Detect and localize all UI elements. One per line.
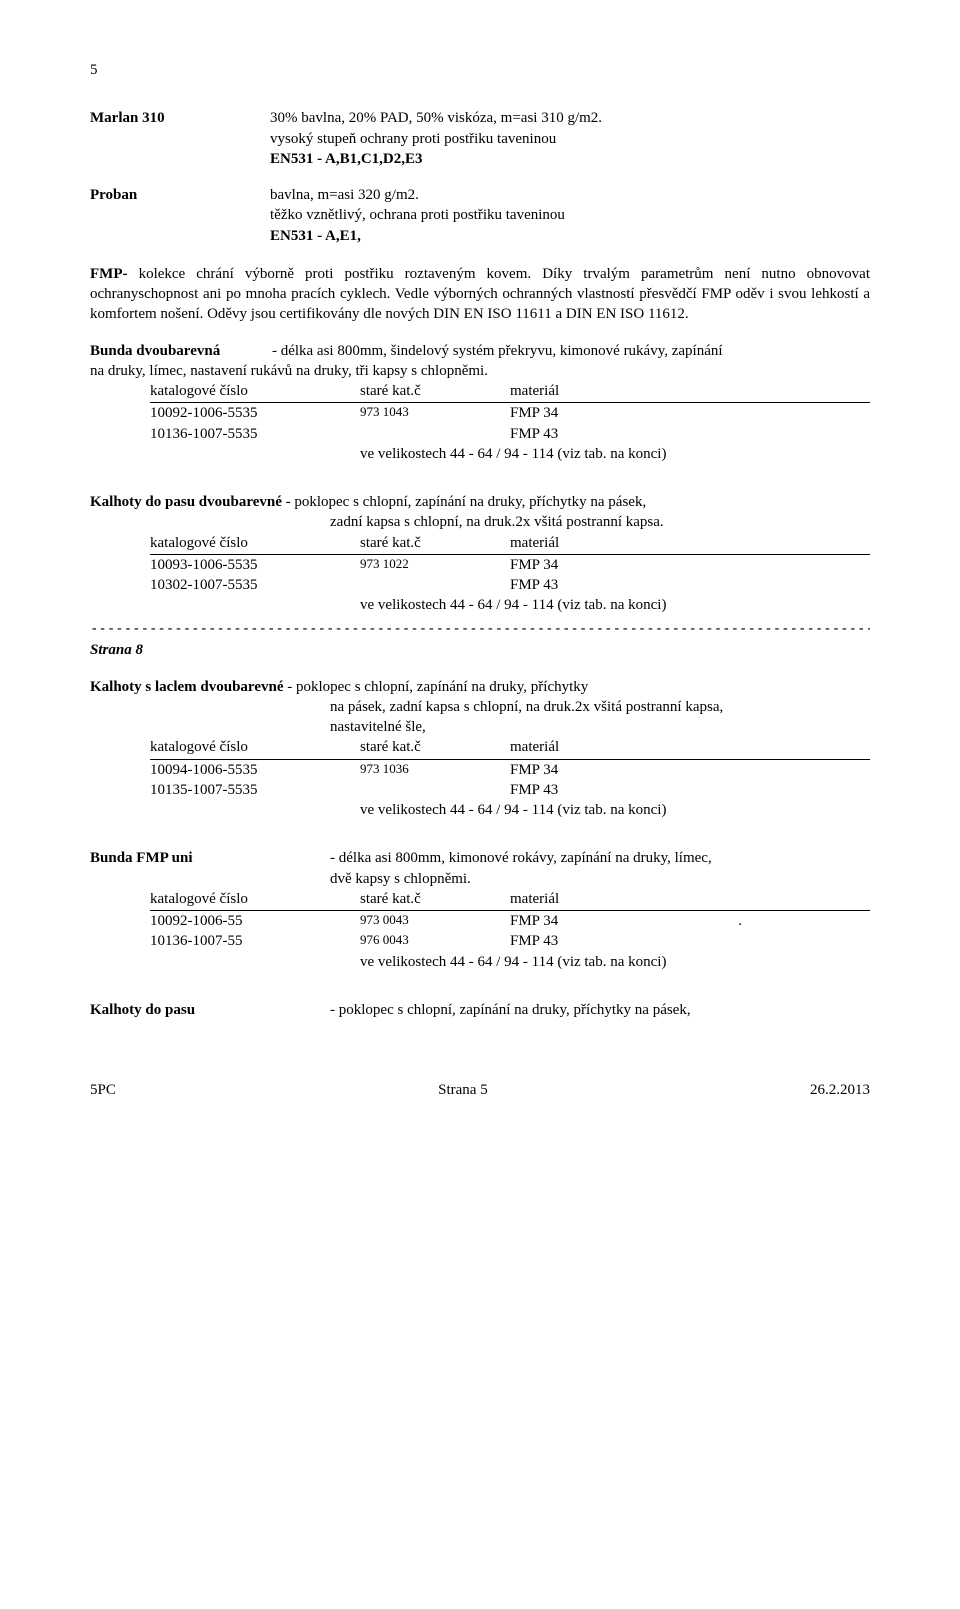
proban-label: Proban: [90, 185, 270, 205]
hdr-kat: katalogové číslo: [150, 737, 360, 757]
fmp-rest: kolekce chrání výborně proti postřiku ro…: [90, 266, 870, 323]
sec1-desc1: - délka asi 800mm, šindelový systém přek…: [272, 343, 723, 359]
sec3-desc2: na pásek, zadní kapsa s chlopní, na druk…: [330, 697, 870, 717]
size-note: ve velikostech 44 - 64 / 94 - 114 (viz t…: [360, 444, 666, 464]
page-number-top: 5: [90, 60, 870, 80]
cell: FMP 34: [510, 403, 870, 423]
hdr-kat: katalogové číslo: [150, 533, 360, 553]
table-row: 10136-1007-5535 FMP 43: [150, 424, 870, 444]
proban-en: EN531 - A,E1,: [270, 226, 870, 246]
fmp-lead: FMP-: [90, 266, 139, 282]
section-kalhoty-laclem: Kalhoty s laclem dvoubarevné - poklopec …: [90, 677, 870, 821]
material-marlan-row: Marlan 310 30% bavlna, 20% PAD, 50% visk…: [90, 108, 870, 169]
proban-desc1: bavlna, m=asi 320 g/m2.: [270, 185, 870, 205]
footer-center: Strana 5: [438, 1080, 488, 1100]
hdr-kat: katalogové číslo: [150, 889, 360, 909]
cell: 10094-1006-5535: [150, 760, 360, 780]
table-row: 10135-1007-5535 FMP 43: [150, 780, 870, 800]
cell: [360, 780, 510, 800]
marlan-en: EN531 - A,B1,C1,D2,E3: [270, 149, 870, 169]
cell: FMP 43: [510, 575, 870, 595]
cell: FMP 34.: [510, 911, 870, 931]
table-header: katalogové číslo staré kat.č materiál: [150, 533, 870, 555]
cell: [360, 424, 510, 444]
sec4-desc2: dvě kapsy s chlopněmi.: [330, 869, 870, 889]
marlan-label: Marlan 310: [90, 108, 270, 128]
table-row: 10092-1006-55 973 0043 FMP 34.: [150, 911, 870, 931]
table-row: 10093-1006-5535 973 1022 FMP 34: [150, 555, 870, 575]
sec2-desc2: zadní kapsa s chlopní, na druk.2x všitá …: [330, 512, 870, 532]
hdr-stare: staré kat.č: [360, 737, 510, 757]
cell: 10136-1007-5535: [150, 424, 360, 444]
sec4-title: Bunda FMP uni: [90, 848, 330, 868]
sec2-desc1: - poklopec s chlopní, zapínání na druky,…: [286, 494, 647, 510]
sec1-title: Bunda dvoubarevná: [90, 343, 220, 359]
cell: FMP 34: [510, 760, 870, 780]
fmp-paragraph: FMP- kolekce chrání výborně proti postři…: [90, 264, 870, 325]
sec1-desc2: na druky, límec, nastavení rukávů na dru…: [90, 361, 870, 381]
marlan-desc1: 30% bavlna, 20% PAD, 50% viskóza, m=asi …: [270, 108, 870, 128]
sec2-title: Kalhoty do pasu dvoubarevné: [90, 494, 286, 510]
cell: 976 0043: [360, 931, 510, 951]
sec3-title: Kalhoty s laclem dvoubarevné: [90, 679, 287, 695]
table-header: katalogové číslo staré kat.č materiál: [150, 737, 870, 759]
strana-8-label: Strana 8: [90, 640, 870, 660]
footer-right: 26.2.2013: [810, 1080, 870, 1100]
table-header: katalogové číslo staré kat.č materiál: [150, 381, 870, 403]
cell: 10136-1007-55: [150, 931, 360, 951]
section-bunda-dvoubarevna: Bunda dvoubarevná - délka asi 800mm, šin…: [90, 341, 870, 465]
cell: 973 1043: [360, 403, 510, 423]
size-note: ve velikostech 44 - 64 / 94 - 114 (viz t…: [360, 800, 666, 820]
size-note-row: ve velikostech 44 - 64 / 94 - 114 (viz t…: [150, 952, 870, 972]
table-row: 10136-1007-55 976 0043 FMP 43: [150, 931, 870, 951]
cell: FMP 34: [510, 555, 870, 575]
cell: 10302-1007-5535: [150, 575, 360, 595]
table-row: 10092-1006-5535 973 1043 FMP 34: [150, 403, 870, 423]
marlan-desc2: vysoký stupeň ochrany proti postřiku tav…: [270, 129, 870, 149]
hdr-mat: materiál: [510, 381, 870, 401]
table-row: 10094-1006-5535 973 1036 FMP 34: [150, 760, 870, 780]
sec5-title: Kalhoty do pasu: [90, 1000, 330, 1020]
hdr-stare: staré kat.č: [360, 381, 510, 401]
sec4-desc1: - délka asi 800mm, kimonové rokávy, zapí…: [330, 848, 870, 868]
size-note-row: ve velikostech 44 - 64 / 94 - 114 (viz t…: [150, 444, 870, 464]
sec3-desc3: nastavitelné šle,: [330, 717, 870, 737]
material-proban-row: Proban bavlna, m=asi 320 g/m2. těžko vzn…: [90, 185, 870, 246]
hdr-mat: materiál: [510, 533, 870, 553]
size-note-row: ve velikostech 44 - 64 / 94 - 114 (viz t…: [150, 595, 870, 615]
page-footer: 5PC Strana 5 26.2.2013: [90, 1080, 870, 1100]
hdr-mat: materiál: [510, 737, 870, 757]
size-note-row: ve velikostech 44 - 64 / 94 - 114 (viz t…: [150, 800, 870, 820]
hdr-stare: staré kat.č: [360, 889, 510, 909]
table-header: katalogové číslo staré kat.č materiál: [150, 889, 870, 911]
hdr-kat: katalogové číslo: [150, 381, 360, 401]
section-kalhoty-pasu-dvoubar: Kalhoty do pasu dvoubarevné - poklopec s…: [90, 492, 870, 616]
cell: 10092-1006-5535: [150, 403, 360, 423]
cell: 10092-1006-55: [150, 911, 360, 931]
cell: 973 1022: [360, 555, 510, 575]
table-row: 10302-1007-5535 FMP 43: [150, 575, 870, 595]
divider-dashline: ----------------------------------------…: [90, 620, 870, 639]
cell: 10093-1006-5535: [150, 555, 360, 575]
section-kalhoty-pasu: Kalhoty do pasu - poklopec s chlopní, za…: [90, 1000, 870, 1020]
section-bunda-fmp-uni: Bunda FMP uni - délka asi 800mm, kimonov…: [90, 848, 870, 972]
hdr-mat: materiál: [510, 889, 870, 909]
cell: 10135-1007-5535: [150, 780, 360, 800]
hdr-stare: staré kat.č: [360, 533, 510, 553]
sec5-desc1: - poklopec s chlopní, zapínání na druky,…: [330, 1000, 870, 1020]
cell: FMP 43: [510, 780, 870, 800]
sec3-desc1: - poklopec s chlopní, zapínání na druky,…: [287, 679, 588, 695]
footer-left: 5PC: [90, 1080, 116, 1100]
size-note: ve velikostech 44 - 64 / 94 - 114 (viz t…: [360, 595, 666, 615]
cell: 973 0043: [360, 911, 510, 931]
cell: FMP 43: [510, 931, 870, 951]
size-note: ve velikostech 44 - 64 / 94 - 114 (viz t…: [360, 952, 666, 972]
cell: 973 1036: [360, 760, 510, 780]
proban-desc2: těžko vznětlivý, ochrana proti postřiku …: [270, 205, 870, 225]
cell: [360, 575, 510, 595]
cell: FMP 43: [510, 424, 870, 444]
